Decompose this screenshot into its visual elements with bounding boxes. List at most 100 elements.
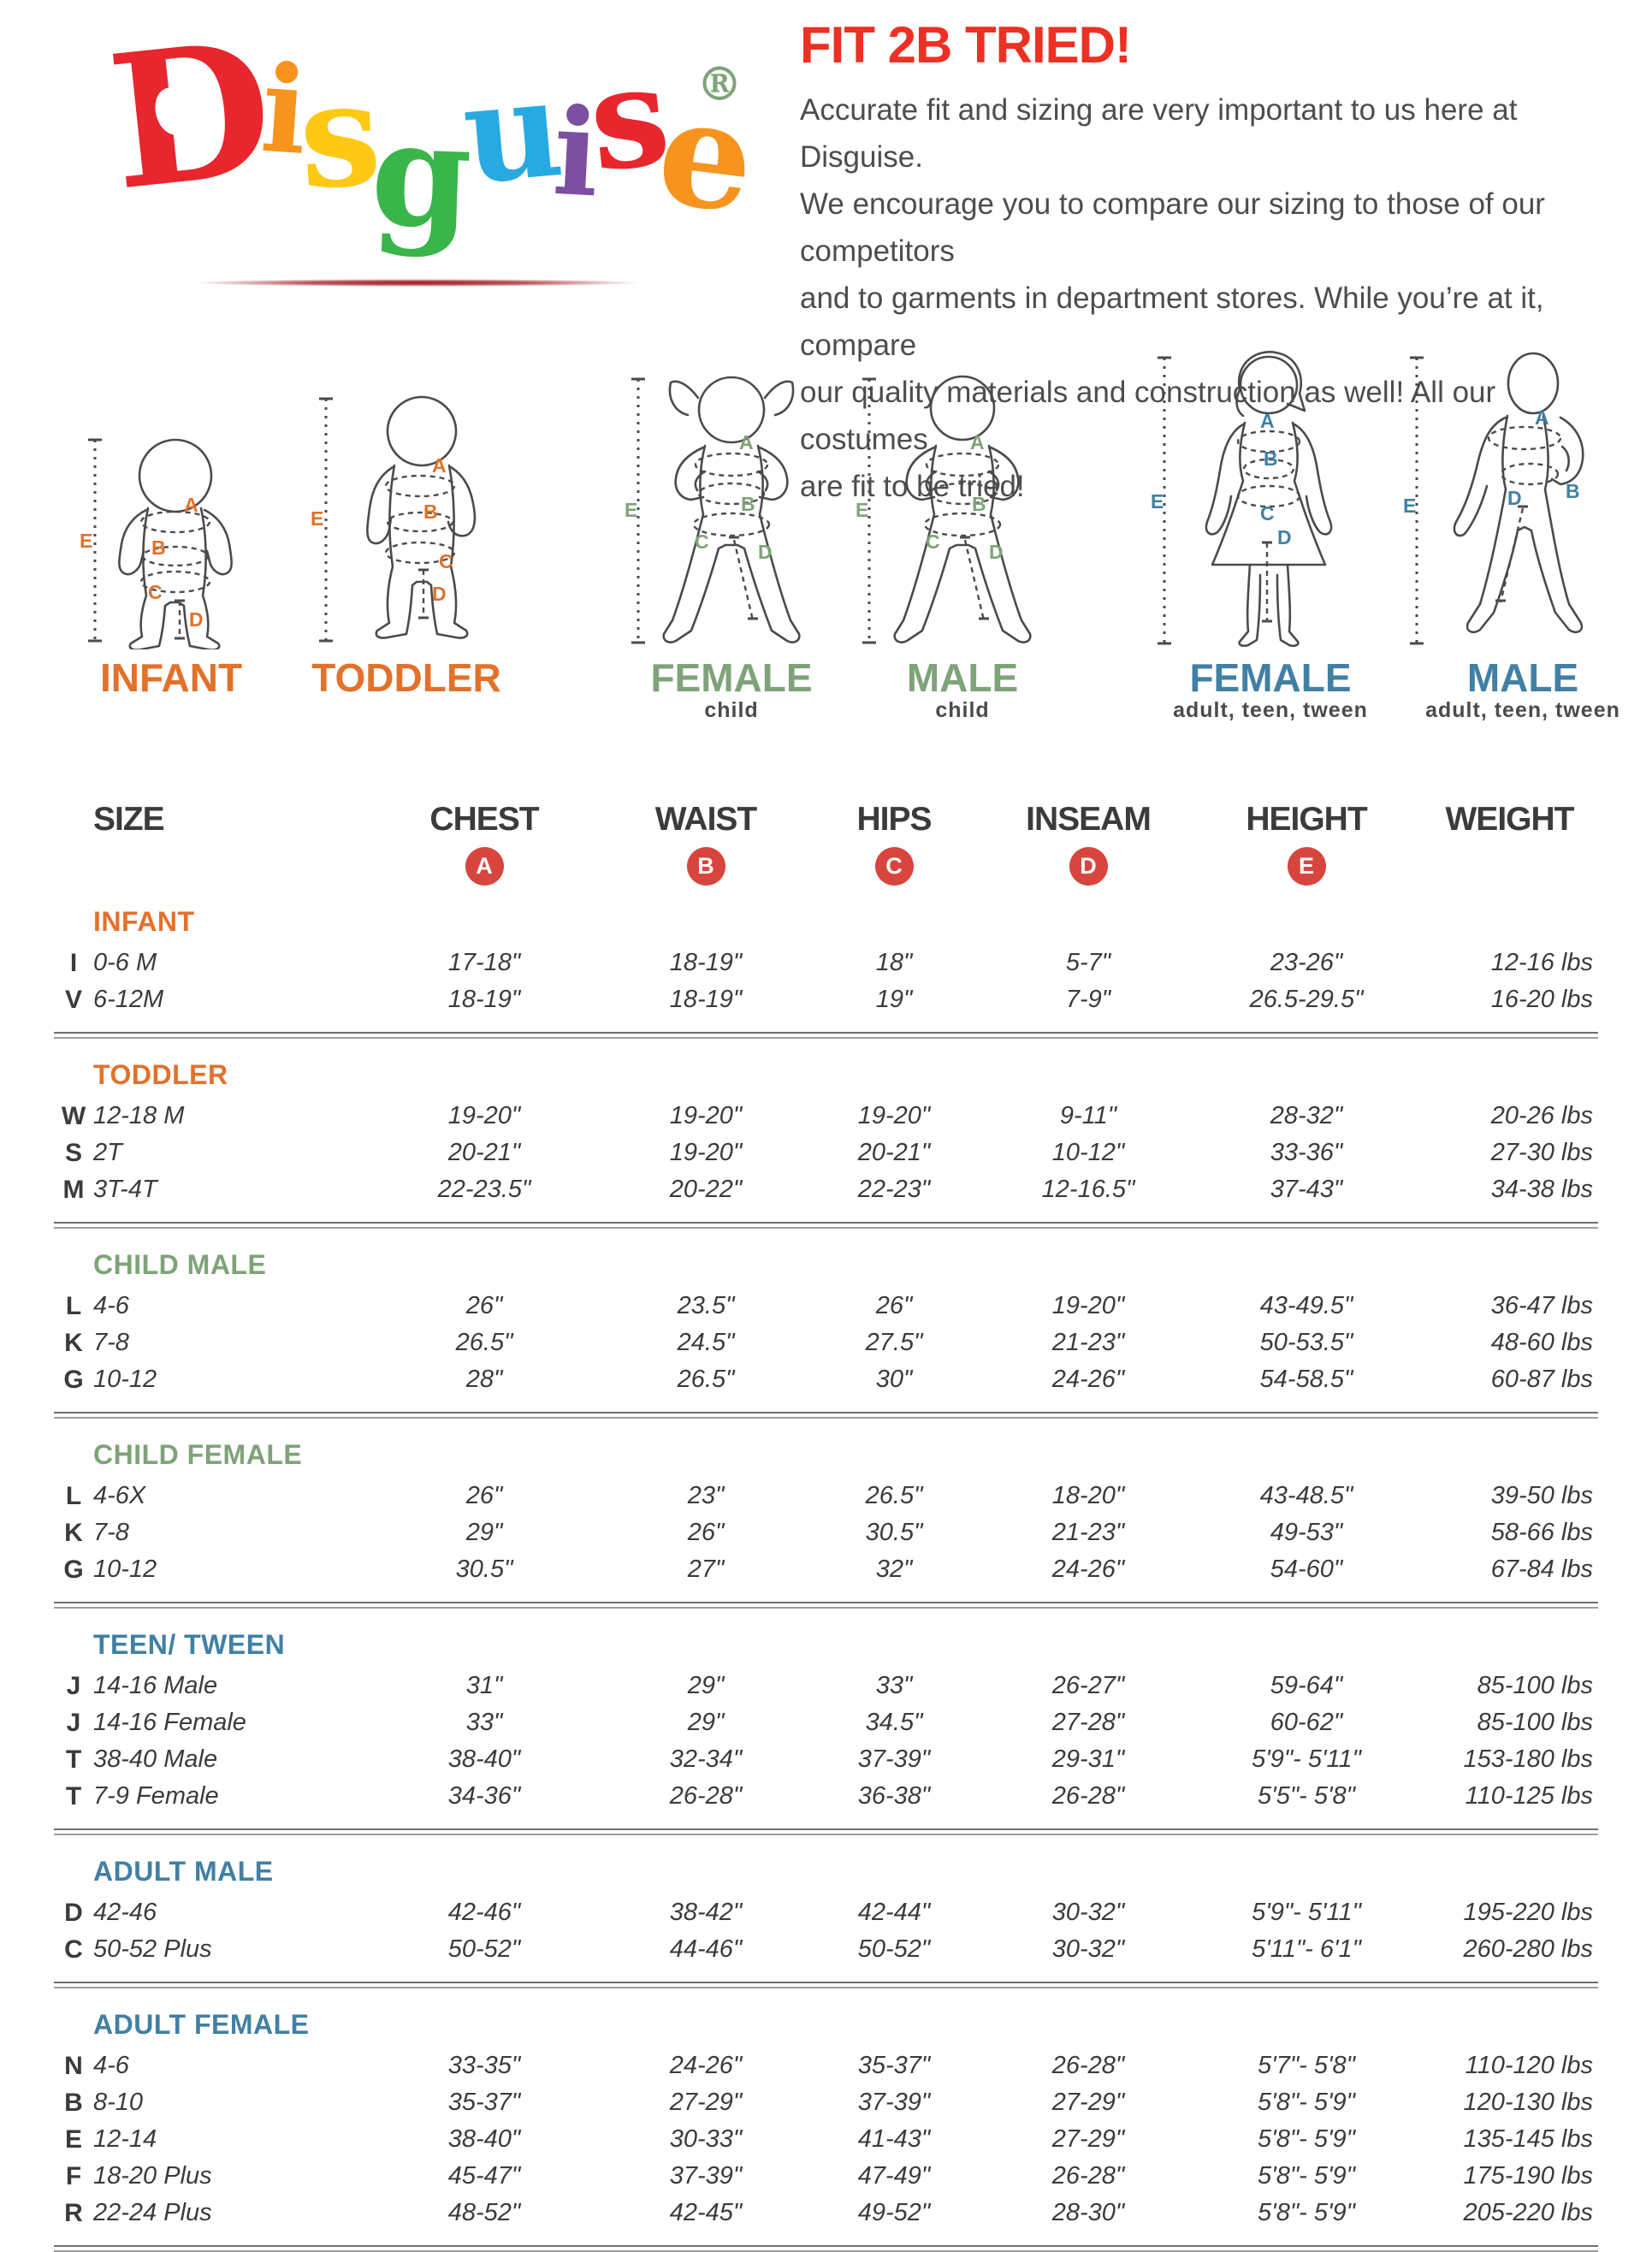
figure-infant: E A B C D INFANT <box>73 431 269 723</box>
table-row: N 4-6 33-35" 24-26" 35-37" 26-28" 5'7"- 5'8" 11… <box>54 2048 1598 2084</box>
section-title-child-female: CHILD FEMALE <box>93 1439 303 1470</box>
cell-weight: 67-84 lbs <box>1490 1556 1593 1583</box>
cell-hips: 37-39" <box>857 1745 931 1773</box>
measure-letter-b: B <box>423 501 438 523</box>
cell-waist: 19-20" <box>669 1102 743 1129</box>
table-row: K 7-8 29" 26" 30.5" 21-23" 49-53" 58-66 lbs <box>54 1514 1598 1551</box>
cell-weight: 12-16 lbs <box>1490 949 1593 976</box>
registered-mark: ® <box>696 56 743 111</box>
cell-hips: 47-49" <box>857 2162 931 2190</box>
cell-size: 12-18 M <box>93 1102 185 1129</box>
cell-inseam: 30-32" <box>1051 1899 1125 1926</box>
child-female-figure-drawing: E A B C D <box>625 376 801 644</box>
table-row: L 4-6X 26" 23" 26.5" 18-20" 43-48.5" 39-50 lbs <box>54 1478 1598 1514</box>
cell-height: 5'11"- 6'1" <box>1252 1935 1361 1963</box>
cell-size: 2T <box>93 1139 122 1166</box>
cell-hips: 42-44" <box>857 1899 931 1926</box>
measure-letter-b: B <box>1566 480 1580 502</box>
cell-chest: 28" <box>465 1366 503 1393</box>
page: { "colors":{ "title_red":"#ED3024", "bad… <box>54 0 1643 2252</box>
table-row: W 12-18 M 19-20" 19-20" 19-20" 9-11" 28-32" 20-… <box>54 1098 1598 1135</box>
section-divider <box>54 1412 1598 1419</box>
cell-code: L <box>65 1291 82 1320</box>
section-title-adult-male: ADULT MALE <box>93 1856 274 1887</box>
table-row: M 3T-4T 22-23.5" 20-22" 22-23" 12-16.5" 37-43"… <box>54 1171 1598 1208</box>
figure-adult-female: E A B C D FEMALE adult, teen, tween <box>1151 346 1390 723</box>
cell-hips: 27.5" <box>865 1329 923 1356</box>
cell-waist: 29" <box>687 1709 725 1736</box>
cell-chest: 18-19" <box>447 986 521 1013</box>
logo-disguise: Disguise ® <box>100 0 755 289</box>
measure-badge-cell: C <box>803 847 985 886</box>
cell-height: 54-60" <box>1270 1556 1343 1583</box>
cell-height: 5'7"- 5'8" <box>1258 2052 1355 2079</box>
cell-code: G <box>63 1365 84 1394</box>
cell-code: F <box>65 2161 82 2190</box>
measure-letter-c: C <box>1260 502 1275 524</box>
measure-letter-b: B <box>972 493 986 515</box>
cell-chest: 48-52" <box>447 2199 521 2226</box>
cell-chest: 20-21" <box>447 1139 521 1166</box>
measure-letter-d: D <box>189 608 204 631</box>
cell-chest: 50-52" <box>447 1935 521 1963</box>
measure-letter-d: D <box>758 541 773 563</box>
cell-height: 5'9"- 5'11" <box>1252 1745 1361 1773</box>
cell-hips: 18" <box>875 949 913 976</box>
cell-waist: 18-19" <box>669 986 743 1013</box>
logo-letter: s <box>582 34 668 204</box>
cell-weight: 175-190 lbs <box>1463 2162 1593 2190</box>
cell-size: 14-16 Male <box>93 1672 218 1699</box>
section-title-adult-female: ADULT FEMALE <box>93 2009 310 2040</box>
measure-letter-e: E <box>1403 495 1416 517</box>
cell-chest: 17-18" <box>447 949 521 976</box>
figure-sublabel-adult: adult, teen, tween <box>1425 698 1620 722</box>
cell-weight: 195-220 lbs <box>1463 1899 1593 1926</box>
cell-height: 59-64" <box>1270 1672 1343 1699</box>
figure-label-female-child: FEMALE <box>650 655 813 700</box>
cell-inseam: 27-28" <box>1051 1709 1125 1736</box>
cell-inseam: 26-28" <box>1051 2162 1125 2190</box>
cell-size: 0-6 M <box>93 949 157 976</box>
measure-letter-a: A <box>1535 406 1549 429</box>
logo-letter: i <box>549 81 595 225</box>
logo-letter: u <box>456 49 560 216</box>
badge-spacer <box>54 847 360 886</box>
cell-size: 8-10 <box>93 2089 144 2116</box>
cell-code: E <box>64 2125 82 2154</box>
cell-chest: 26.5" <box>455 1329 513 1356</box>
cell-height: 37-43" <box>1270 1176 1343 1203</box>
measure-letter-e: E <box>625 499 637 521</box>
measure-letter-b: B <box>151 536 166 559</box>
table-row: T 7-9 Female 34-36" 26-28" 36-38" 26-28" 5'5"-… <box>54 1778 1598 1815</box>
cell-size: 50-52 Plus <box>93 1935 212 1963</box>
measure-badge-cell: A <box>360 847 608 886</box>
table-row: R 22-24 Plus 48-52" 42-45" 49-52" 28-30" 5'8"-… <box>54 2195 1598 2231</box>
table-row: V 6-12M 18-19" 18-19" 19" 7-9" 26.5-29.5" 16-20… <box>54 981 1598 1018</box>
cell-chest: 19-20" <box>447 1102 521 1129</box>
adult-male-figure-drawing: E A B D <box>1403 352 1584 645</box>
cell-waist: 29" <box>687 1672 725 1699</box>
cell-inseam: 7-9" <box>1065 986 1111 1013</box>
measure-letter-d: D <box>432 583 447 605</box>
figure-adult-male: E A B D MALE adult, teen, tween <box>1403 346 1643 723</box>
cell-size: 12-14 <box>93 2125 157 2153</box>
cell-weight: 27-30 lbs <box>1490 1139 1593 1166</box>
infant-figure-drawing: E A B C D <box>80 438 233 649</box>
cell-chest: 38-40" <box>447 2125 521 2153</box>
cell-chest: 38-40" <box>447 1745 521 1773</box>
table-row: F 18-20 Plus 45-47" 37-39" 47-49" 26-28" 5'8"-… <box>54 2158 1598 2195</box>
size-table: SIZE CHEST WAIST HIPS INSEAM HEIGHT WEIGHT A B C… <box>54 801 1598 2252</box>
intro-text-line: and to garments in department stores. Wh… <box>800 282 1544 362</box>
cell-code: K <box>64 1328 83 1357</box>
measure-letter-a: A <box>1260 410 1275 432</box>
cell-chest: 22-23.5" <box>437 1176 531 1203</box>
cell-waist: 38-42" <box>669 1899 743 1926</box>
cell-height: 54-58.5" <box>1259 1366 1353 1393</box>
logo-letter: g <box>368 88 467 261</box>
cell-chest: 31" <box>465 1672 503 1699</box>
cell-code: R <box>64 2198 83 2227</box>
cell-weight: 153-180 lbs <box>1463 1745 1593 1773</box>
cell-size: 7-9 Female <box>93 1782 219 1810</box>
figure-label-male-child: MALE <box>906 655 1019 700</box>
cell-weight: 85-100 lbs <box>1477 1672 1593 1699</box>
